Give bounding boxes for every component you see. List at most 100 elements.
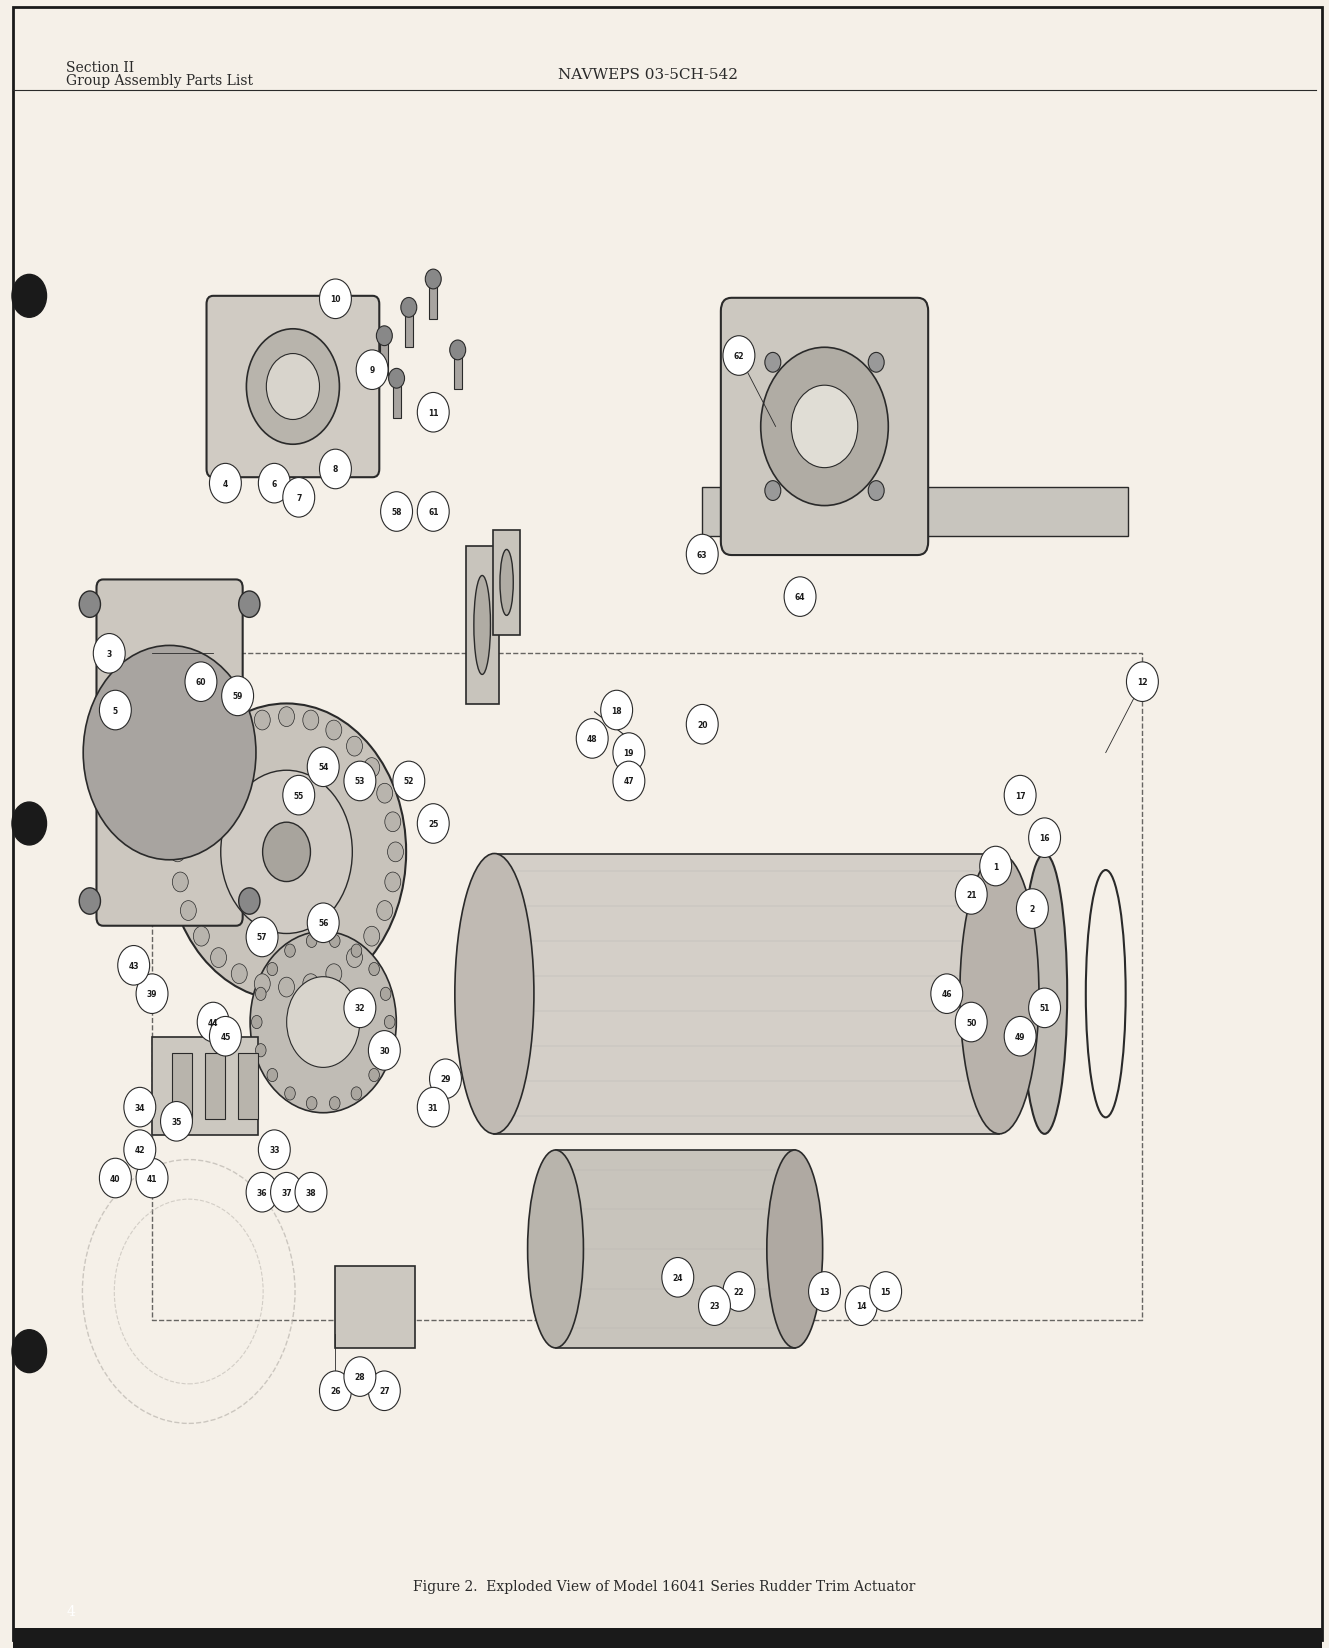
Circle shape [193,758,209,778]
Text: 31: 31 [428,1103,439,1112]
Text: 13: 13 [819,1287,829,1297]
Text: 32: 32 [355,1004,365,1014]
Text: 29: 29 [440,1074,451,1084]
Text: 4: 4 [223,480,229,488]
Text: 3: 3 [106,649,112,659]
Text: 57: 57 [256,933,267,943]
Circle shape [344,761,376,801]
Circle shape [124,1131,155,1170]
Circle shape [283,776,315,816]
Circle shape [723,336,755,376]
Circle shape [784,577,816,616]
Circle shape [84,646,256,860]
Circle shape [344,989,376,1028]
Circle shape [173,872,189,892]
Text: 43: 43 [129,961,140,971]
Circle shape [266,354,319,420]
Circle shape [868,481,884,501]
Circle shape [12,803,47,845]
Bar [493,531,520,636]
Circle shape [271,1173,303,1213]
Circle shape [267,1070,278,1083]
Text: 44: 44 [207,1018,218,1027]
Circle shape [1029,989,1061,1028]
Circle shape [181,901,197,921]
Circle shape [210,737,226,756]
Text: 47: 47 [623,776,634,786]
Circle shape [222,677,254,717]
Circle shape [686,705,718,745]
Circle shape [368,1371,400,1411]
Circle shape [307,748,339,788]
Circle shape [380,987,391,1000]
Text: 37: 37 [282,1188,292,1196]
Text: 4: 4 [66,1605,76,1618]
Circle shape [167,704,407,1000]
Circle shape [239,888,260,915]
Circle shape [330,934,340,948]
Circle shape [686,536,718,575]
Circle shape [393,761,425,801]
Circle shape [210,948,226,967]
Circle shape [197,1002,229,1042]
Bar [335,1266,415,1348]
Circle shape [417,804,449,844]
Text: 15: 15 [880,1287,890,1297]
Circle shape [181,784,197,804]
Text: 28: 28 [355,1373,365,1381]
Circle shape [380,493,412,532]
Text: 51: 51 [1039,1004,1050,1014]
Text: 41: 41 [146,1173,157,1183]
Circle shape [425,270,441,290]
Text: Section II: Section II [66,61,134,74]
Circle shape [118,946,150,986]
Circle shape [351,944,361,957]
Bar [205,1053,225,1119]
Ellipse shape [474,577,490,676]
Circle shape [723,1272,755,1312]
Bar [380,336,388,376]
Circle shape [401,298,417,318]
Text: 34: 34 [134,1103,145,1112]
Circle shape [766,353,781,372]
Circle shape [376,326,392,346]
Text: 2: 2 [1030,905,1035,913]
Text: 30: 30 [379,1046,389,1055]
Bar [556,1150,795,1348]
Circle shape [124,1088,155,1127]
Circle shape [250,931,396,1112]
Circle shape [284,944,295,957]
Circle shape [12,1330,47,1373]
Ellipse shape [455,854,534,1134]
Text: 14: 14 [856,1302,867,1310]
Text: 42: 42 [134,1145,145,1155]
Circle shape [326,720,342,740]
Circle shape [93,634,125,674]
Circle shape [303,710,319,730]
Text: 33: 33 [268,1145,279,1155]
Circle shape [330,1098,340,1111]
Text: 23: 23 [710,1302,720,1310]
Circle shape [808,1272,840,1312]
Circle shape [601,691,633,730]
Circle shape [161,1103,193,1142]
Text: 11: 11 [428,409,439,417]
Circle shape [347,948,363,967]
Circle shape [231,964,247,984]
Text: 54: 54 [318,763,328,771]
Circle shape [193,926,209,946]
Text: 58: 58 [391,508,401,517]
Circle shape [136,974,167,1014]
Bar [405,308,413,348]
Ellipse shape [960,854,1039,1134]
Text: 25: 25 [428,819,439,829]
Circle shape [364,926,380,946]
Circle shape [369,1070,380,1083]
Circle shape [221,771,352,934]
Text: 9: 9 [369,366,375,376]
Circle shape [388,369,404,389]
Circle shape [258,465,290,504]
Text: 64: 64 [795,593,805,602]
Circle shape [449,341,465,361]
Text: Group Assembly Parts List: Group Assembly Parts List [66,74,254,87]
